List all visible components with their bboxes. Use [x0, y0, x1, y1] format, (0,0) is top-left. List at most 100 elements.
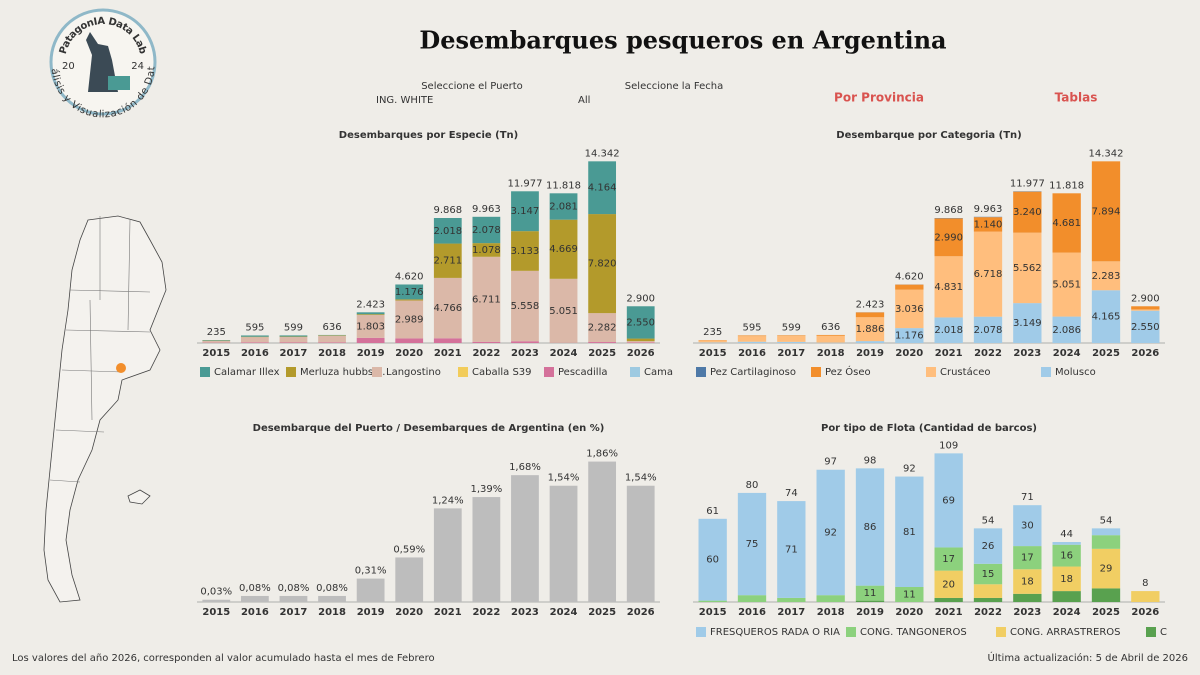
x-tick-label: 2024 [1053, 348, 1081, 359]
legend-label: Molusco [1055, 367, 1096, 378]
bar-segment [549, 193, 578, 220]
bar-segment [737, 341, 767, 343]
legend-swatch [458, 367, 468, 377]
bar-segment [511, 341, 539, 343]
segment-label: 2.018 [934, 325, 963, 336]
bar-segment [934, 570, 963, 598]
page-title: Desembarques pesqueros en Argentina [419, 26, 946, 55]
segment-label: 5.558 [511, 301, 540, 312]
bar-segment [202, 340, 231, 341]
total-label: 9.868 [934, 205, 963, 216]
segment-label: 15 [982, 569, 995, 580]
total-label: 2.900 [626, 293, 655, 304]
x-tick-label: 2018 [318, 607, 346, 618]
segment-label: 4.164 [588, 183, 617, 194]
bar-segment [395, 299, 424, 301]
chart-title: Desembarque por Categoria (Tn) [836, 130, 1021, 141]
total-label: 595 [742, 322, 761, 333]
bar-segment [1131, 310, 1160, 343]
bar-segment [855, 468, 885, 586]
legend-swatch [1041, 367, 1051, 377]
total-label: 54 [982, 515, 995, 526]
bar [395, 557, 424, 602]
x-tick-label: 2021 [935, 607, 963, 618]
total-label: 92 [903, 464, 916, 475]
bar-segment [777, 597, 806, 602]
x-tick-label: 2023 [1013, 348, 1041, 359]
value-label: 0,03% [200, 587, 232, 598]
port-marker[interactable] [116, 363, 126, 373]
bar-segment [1013, 505, 1042, 547]
segment-label: 2.989 [395, 314, 424, 325]
legend-swatch [286, 367, 296, 377]
segment-label: 3.240 [1013, 207, 1042, 218]
logo-year-right: 24 [131, 61, 144, 72]
value-label: 1,68% [509, 462, 541, 473]
malvinas [127, 489, 151, 505]
logo-year-left: 20 [62, 61, 75, 72]
bar-segment [934, 256, 963, 318]
legend-label: Pez Cartilaginoso [710, 367, 796, 378]
value-label: 1,54% [548, 473, 580, 484]
province-link[interactable]: Por Provincia [834, 91, 924, 105]
x-tick-label: 2022 [472, 607, 500, 618]
x-tick-label: 2023 [1013, 607, 1041, 618]
legend-label: Crustáceo [940, 366, 990, 378]
bar-segment [511, 270, 539, 342]
x-tick-label: 2021 [434, 348, 462, 359]
segment-label: 2.086 [1052, 325, 1081, 336]
total-label: 9.963 [974, 204, 1003, 215]
bar-segment [1131, 309, 1160, 311]
value-label: 0,08% [239, 583, 271, 594]
value-label: 1,54% [625, 473, 657, 484]
bar-segment [240, 342, 269, 343]
bar-segment [356, 337, 385, 343]
bar-segment [816, 335, 845, 343]
bar-segment [279, 336, 308, 343]
segment-label: 1.176 [395, 287, 424, 298]
x-tick-label: 2025 [1092, 348, 1120, 359]
legend-label: Pescadilla [558, 367, 607, 378]
total-label: 235 [703, 327, 722, 338]
x-tick-label: 2016 [738, 607, 766, 618]
total-label: 74 [785, 488, 798, 499]
bar-segment [240, 335, 269, 337]
total-label: 109 [939, 440, 958, 451]
map [43, 215, 167, 603]
bar-segment [855, 585, 885, 601]
total-label: 9.868 [433, 205, 462, 216]
tables-link[interactable]: Tablas [1055, 91, 1098, 105]
segment-label: 6.711 [472, 294, 501, 305]
bar-segment [472, 216, 501, 244]
x-tick-label: 2019 [357, 607, 385, 618]
x-tick-label: 2022 [974, 348, 1002, 359]
legend-swatch [544, 367, 554, 377]
legend-label: Merluza hubbsi .. [300, 367, 385, 378]
segment-label: 3.149 [1013, 318, 1042, 329]
bar-segment [626, 338, 655, 342]
port-filter-value[interactable]: ING. WHITE [376, 95, 433, 106]
x-tick-label: 2024 [550, 607, 578, 618]
port-filter-label: Seleccione el Puerto [421, 81, 523, 92]
segment-label: 81 [903, 527, 916, 538]
bar-segment [1091, 528, 1121, 536]
total-label: 14.342 [585, 148, 620, 159]
bar-segment [816, 334, 845, 336]
segment-label: 4.681 [1052, 218, 1081, 229]
x-tick-label: 2026 [1131, 607, 1159, 618]
date-filter-value[interactable]: All [578, 95, 590, 106]
legend-label: CONG. ARRASTREROS [1010, 627, 1121, 638]
x-tick-label: 2025 [588, 348, 616, 359]
bar-segment [698, 600, 727, 602]
x-tick-label: 2016 [738, 348, 766, 359]
bar-segment [816, 595, 845, 602]
segment-label: 3.133 [511, 246, 540, 257]
segment-label: 6.718 [974, 269, 1003, 280]
legend-label: Langostino [386, 367, 441, 378]
segment-label: 2.078 [472, 225, 501, 236]
value-label: 0,31% [355, 566, 387, 577]
bar-segment [1013, 303, 1042, 343]
x-tick-label: 2026 [627, 607, 655, 618]
value-label: 1,24% [432, 495, 464, 506]
bar-segment [1013, 593, 1042, 602]
